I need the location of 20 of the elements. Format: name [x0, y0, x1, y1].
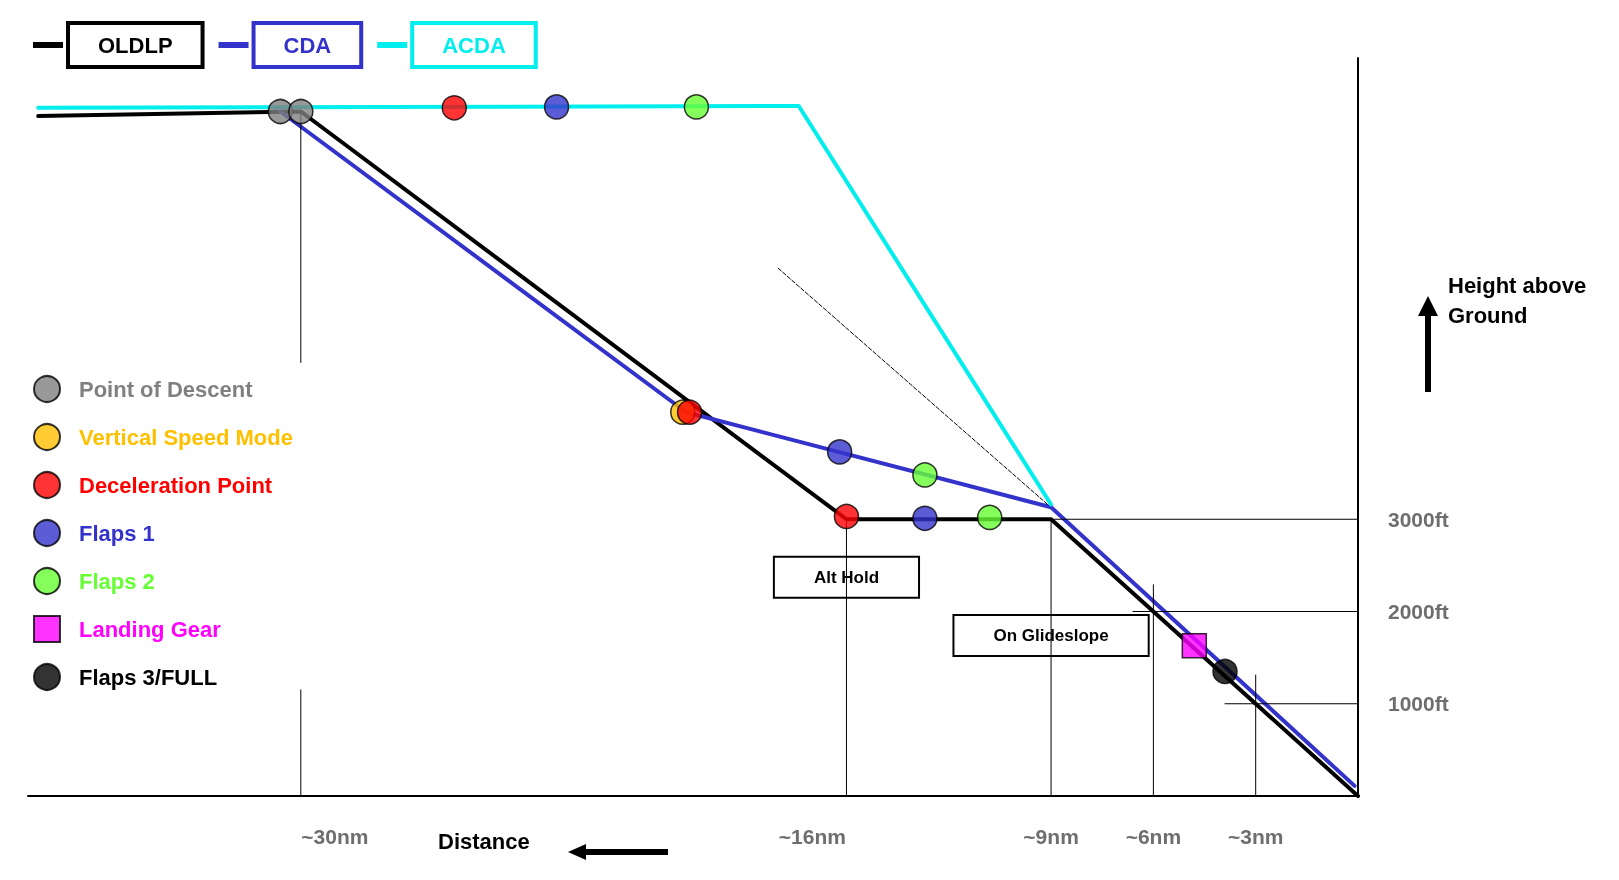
x-tick-label: ~16nm: [778, 825, 846, 848]
x-tick-label: ~6nm: [1125, 825, 1182, 848]
x-tick-label: ~30nm: [301, 825, 369, 848]
legend-label: Deceleration Point: [79, 472, 273, 498]
legend-label: Landing Gear: [79, 616, 222, 642]
y-tick-label: 3000ft: [1388, 507, 1449, 531]
x-tick-label: ~9nm: [1023, 825, 1079, 848]
legend-label: Point of Descent: [79, 376, 254, 402]
y-tick-label: 2000ft: [1388, 600, 1449, 623]
x-tick-label: ~3nm: [1227, 825, 1284, 848]
legend-label: OLDLP: [98, 32, 173, 58]
legend-label: Flaps 3/FULL: [79, 664, 218, 690]
legend-label: CDA: [283, 32, 332, 58]
legend-label: Flaps 2: [79, 568, 155, 594]
legend-label: Flaps 1: [79, 520, 155, 546]
x-axis-title: Distance: [438, 828, 530, 854]
y-axis-title: Height above Ground: [1448, 272, 1593, 328]
y-tick-label: 1000ft: [1388, 692, 1449, 716]
legend-label: ACDA: [442, 32, 506, 58]
legend-label: Vertical Speed Mode: [79, 424, 293, 450]
